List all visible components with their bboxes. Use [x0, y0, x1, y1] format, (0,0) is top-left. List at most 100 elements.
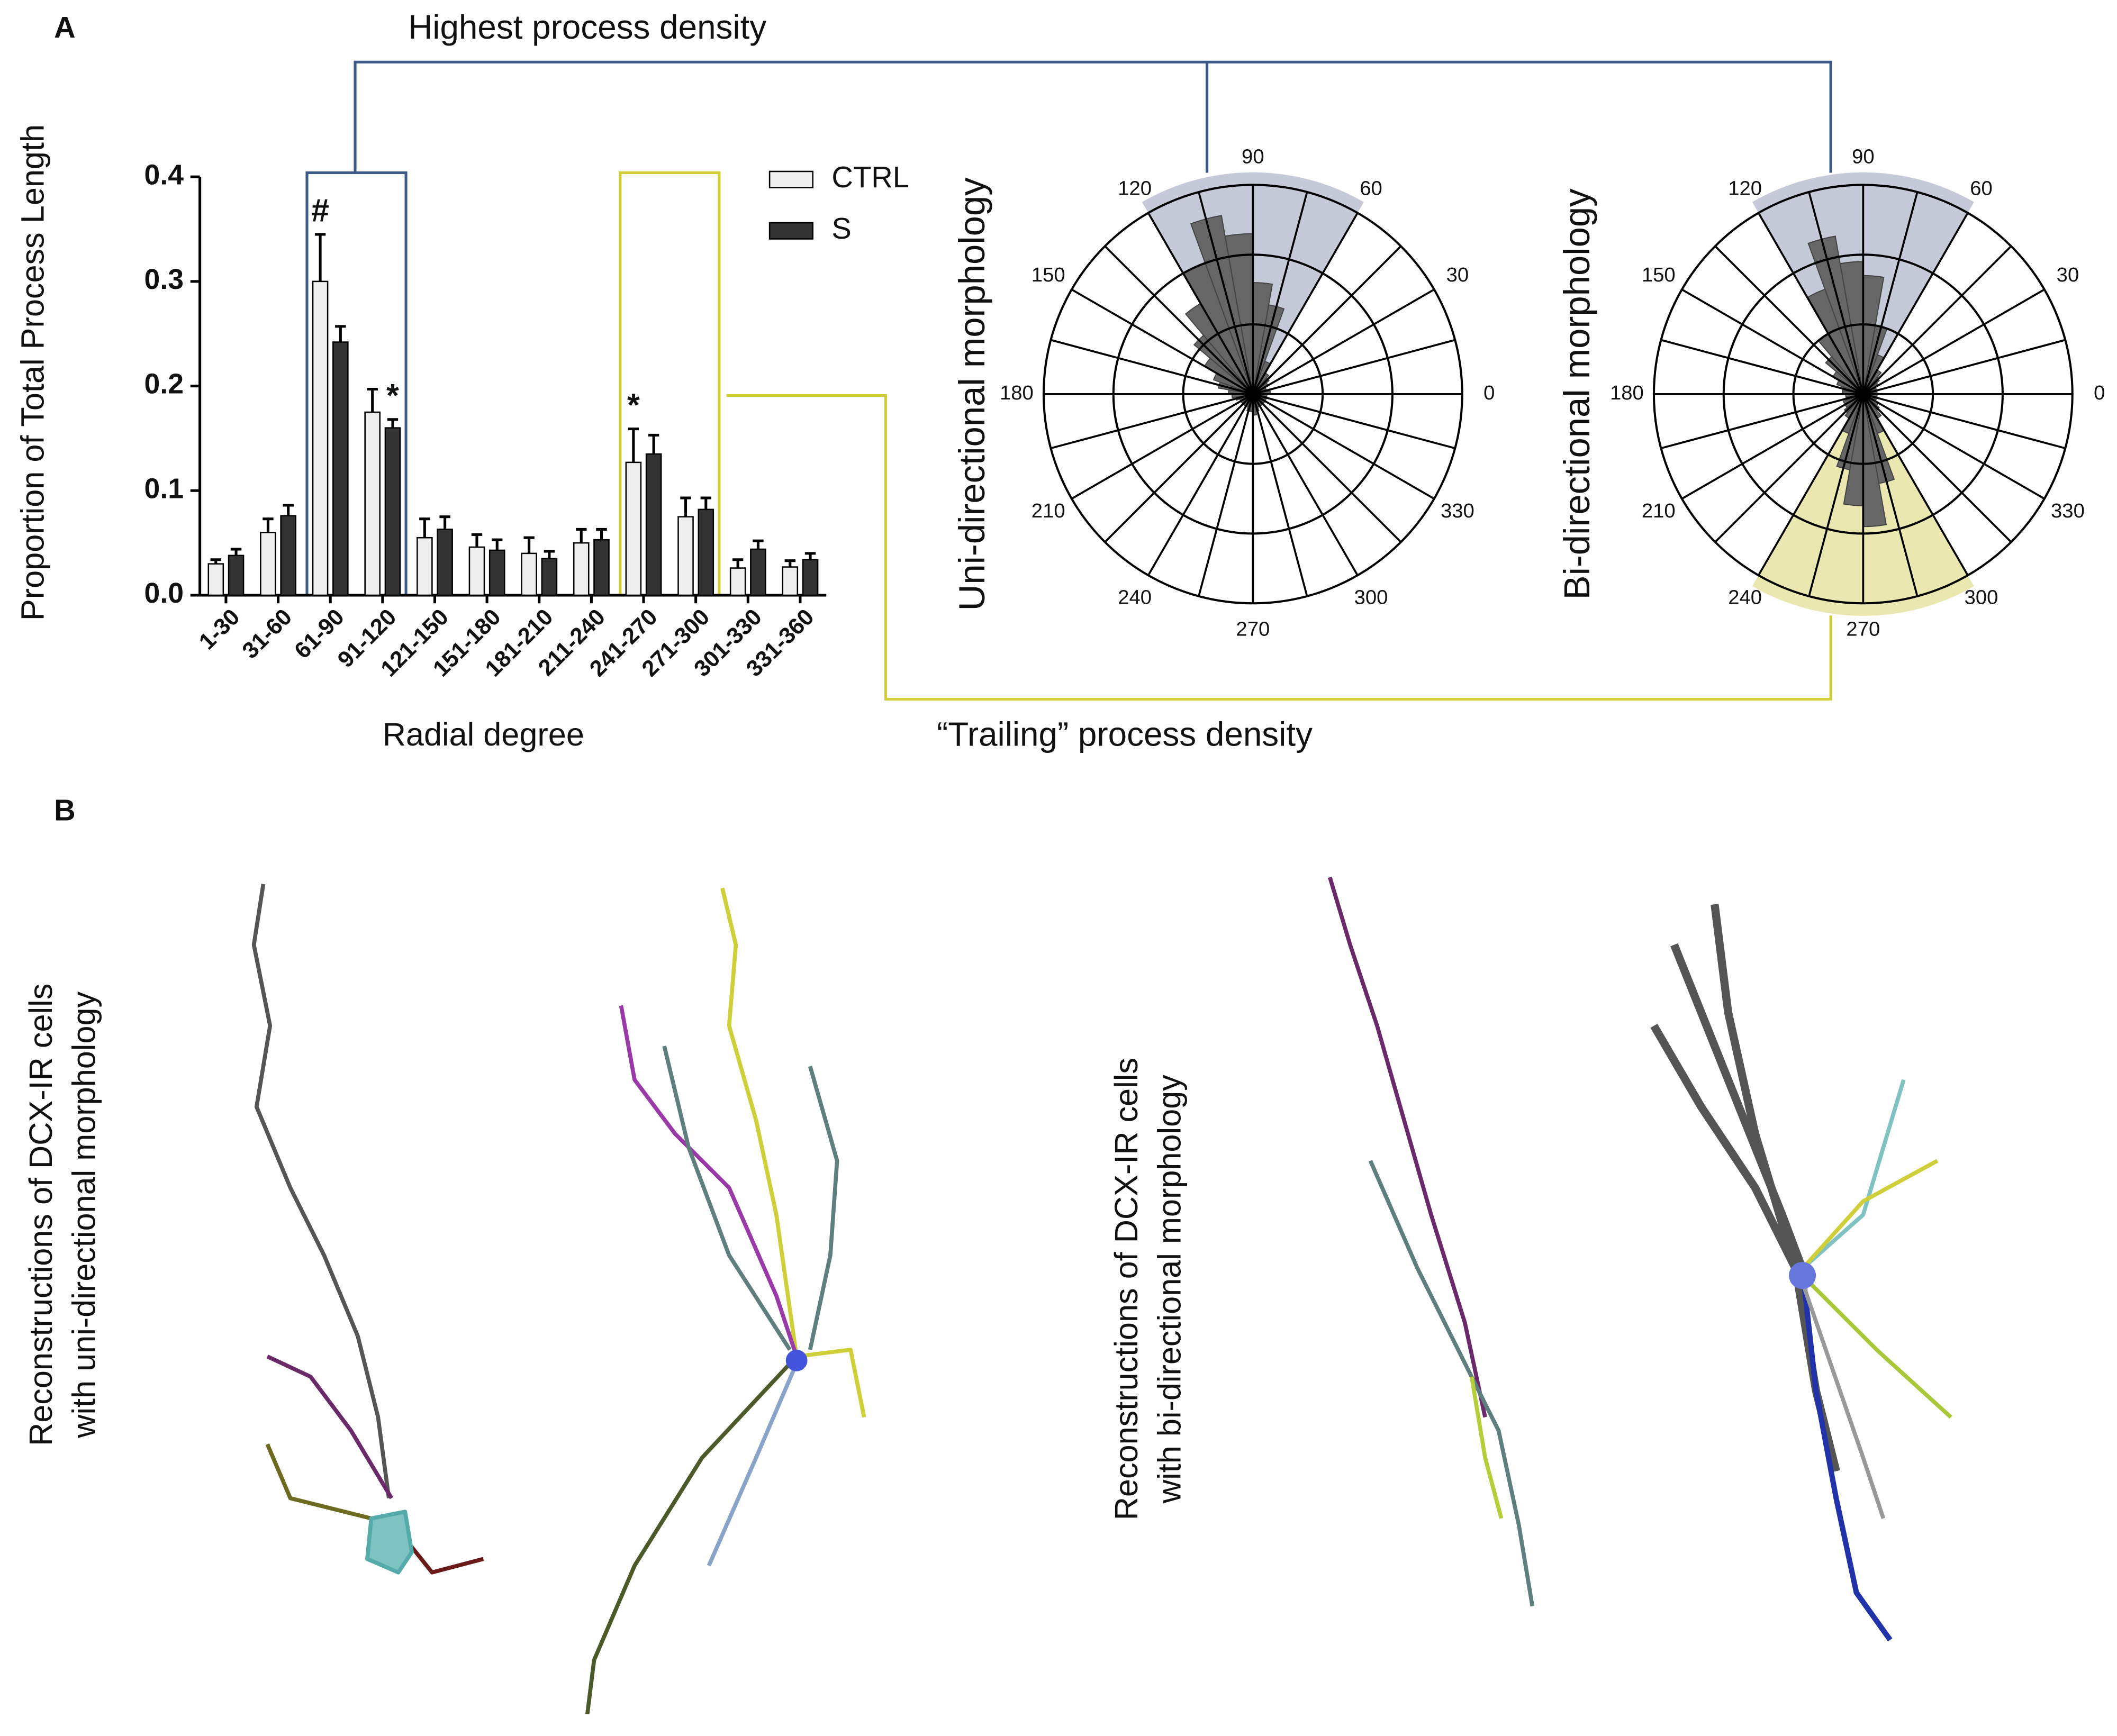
bar [645, 453, 662, 596]
rose-chart: 0 30 60 90 120 150 180 210 240 270 300 330 Uni-direc… [952, 146, 1495, 641]
neurite [1801, 1079, 1906, 1270]
bar [312, 280, 329, 596]
bar [802, 559, 819, 596]
y-tick-label: 0.1 [144, 473, 184, 504]
bar [541, 558, 558, 596]
annotation: “Trailing” process density [937, 715, 1313, 753]
y-axis-label: Proportion of Total Process Length [15, 124, 51, 621]
panel-b-label: with uni-directional morphology [66, 992, 102, 1439]
bar [207, 563, 224, 596]
angle-label: 330 [1441, 499, 1474, 522]
bar [417, 537, 433, 596]
angle-label: 300 [1965, 586, 1998, 609]
bar [782, 566, 799, 596]
bar [593, 539, 610, 596]
y-tick-label: 0.3 [144, 264, 184, 295]
bar [521, 552, 537, 596]
bar [332, 341, 349, 596]
legend-swatch [768, 170, 814, 188]
panel-b-label: Reconstructions of DCX-IR cells [23, 984, 59, 1446]
angle-label: 300 [1354, 586, 1388, 609]
panel-b-label: with bi-directional morphology [1151, 1075, 1187, 1504]
bar [750, 548, 766, 596]
angle-label: 120 [1728, 177, 1762, 199]
bar [488, 549, 505, 596]
x-axis-label: Radial degree [383, 716, 584, 752]
angle-label: 150 [1032, 263, 1065, 286]
angle-label: 30 [2057, 263, 2079, 286]
angle-label: 240 [1118, 586, 1152, 609]
bar [384, 427, 401, 596]
angle-label: 240 [1728, 586, 1762, 609]
spoke [1660, 339, 2066, 449]
panel-label: B [54, 793, 76, 826]
legend-swatch [768, 222, 814, 240]
neurite [1469, 1376, 1504, 1519]
bar [228, 555, 245, 596]
soma [365, 1510, 414, 1575]
neurite [1368, 1160, 1535, 1607]
bar [468, 546, 485, 596]
neurite [1670, 943, 1806, 1270]
y-axis-label: Uni-directional morphology [952, 177, 992, 611]
bar [573, 542, 590, 596]
angle-label: 30 [1446, 263, 1469, 286]
angle-label: 0 [1483, 381, 1495, 404]
angle-label: 90 [1242, 146, 1264, 168]
neurite [1800, 1281, 1886, 1520]
neurite [1799, 1268, 1893, 1642]
bar [364, 411, 381, 596]
annotation: # [311, 192, 329, 228]
bar [677, 516, 694, 596]
neurite [1328, 877, 1487, 1418]
y-tick-label: 0.4 [144, 159, 184, 190]
y-axis-label: Bi-directional morphology [1557, 188, 1597, 600]
angle-label: 60 [1360, 177, 1382, 199]
neurite [1801, 1159, 1939, 1270]
angle-label: 60 [1970, 177, 1993, 199]
legend-label: S [831, 212, 851, 245]
annotation: * [627, 387, 640, 423]
neurite [1801, 1274, 1952, 1419]
neuron-reconstructions [251, 877, 1952, 1715]
neurite [1650, 1023, 1799, 1271]
angle-label: 270 [1846, 617, 1880, 640]
x-tick-label: 31-60 [238, 604, 297, 664]
y-tick-label: 0.2 [144, 369, 184, 400]
x-tick-label: 1-30 [194, 604, 245, 655]
angle-label: 210 [1642, 499, 1676, 522]
bar [437, 529, 453, 596]
legend-label: CTRL [831, 160, 909, 194]
bar-chart: 0.0 0.1 0.2 0.3 0.4 Proportion of Total Proce… [15, 124, 909, 752]
yellow-bracket [726, 394, 1832, 701]
angle-label: 90 [1852, 146, 1875, 168]
neurite [662, 1046, 792, 1351]
annotation: * [386, 377, 399, 413]
connectors [354, 60, 1832, 701]
angle-label: 210 [1032, 499, 1065, 522]
angle-label: 330 [2051, 499, 2085, 522]
bar [280, 515, 297, 596]
neurite [808, 1066, 839, 1350]
bar [729, 567, 746, 596]
angle-label: 150 [1642, 263, 1676, 286]
neurite [403, 1537, 484, 1575]
bar [260, 532, 276, 596]
neurite [266, 1355, 394, 1499]
angle-label: 120 [1118, 177, 1152, 199]
neurite [720, 887, 799, 1357]
neurite [251, 884, 391, 1499]
neurite [585, 1355, 798, 1715]
panel-b-label: Reconstructions of DCX-IR cells [1108, 1058, 1144, 1520]
neurite [707, 1362, 799, 1567]
soma [1789, 1262, 1816, 1289]
neurite [619, 1005, 799, 1357]
rose-chart: 0 30 60 90 120 150 180 210 240 270 300 330 Bi-direct… [1557, 146, 2105, 641]
annotation: Highest process density [408, 8, 766, 46]
neurite [265, 1443, 372, 1521]
panel-label: A [54, 11, 76, 44]
neurite [796, 1348, 866, 1418]
bar [625, 461, 642, 596]
angle-label: 180 [1610, 381, 1644, 404]
